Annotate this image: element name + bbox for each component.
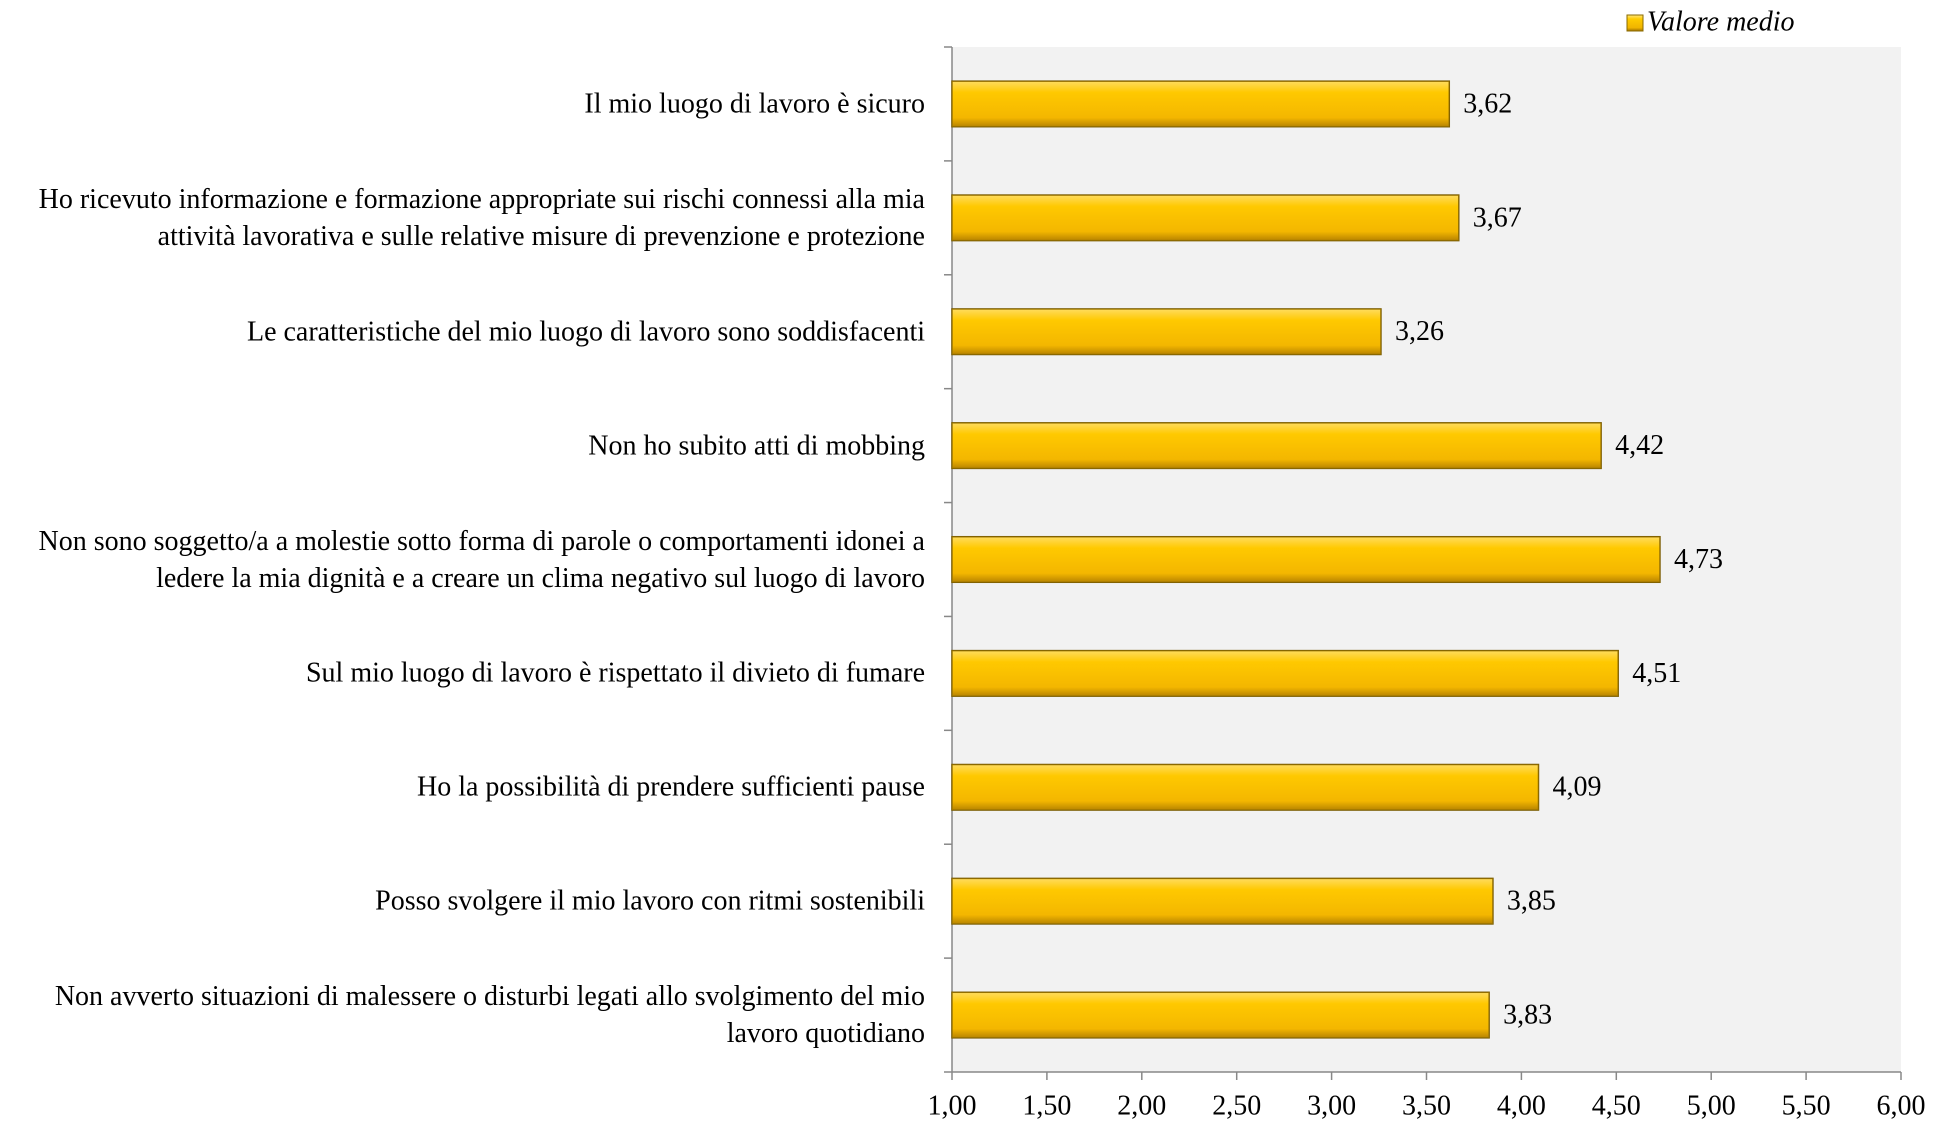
data-label: 4,09 xyxy=(1552,772,1601,803)
x-tick-label: 1,50 xyxy=(1022,1090,1071,1121)
x-tick-label: 5,00 xyxy=(1687,1090,1736,1121)
x-tick-label: 4,00 xyxy=(1497,1090,1546,1121)
legend-label: Valore medio xyxy=(1647,6,1795,37)
data-label: 4,51 xyxy=(1632,658,1681,689)
y-tick-label: Ho ricevuto informazione e formazione ap… xyxy=(38,183,925,252)
x-tick-label: 3,50 xyxy=(1402,1090,1451,1121)
data-label: 3,85 xyxy=(1507,886,1556,917)
data-label: 4,73 xyxy=(1674,544,1723,575)
bar-color xyxy=(952,422,1602,469)
bar xyxy=(951,194,1460,242)
bar-color xyxy=(952,195,1459,241)
bar xyxy=(951,80,1451,128)
data-label: 3,62 xyxy=(1463,88,1512,119)
y-tick-label: Le caratteristiche del mio luogo di lavo… xyxy=(246,316,925,348)
data-label: 3,26 xyxy=(1395,316,1444,347)
data-label: 3,83 xyxy=(1503,999,1552,1030)
bar xyxy=(951,649,1619,697)
x-tick-label: 3,00 xyxy=(1307,1090,1356,1121)
x-tick-label: 1,00 xyxy=(928,1090,977,1121)
data-label: 3,67 xyxy=(1473,202,1522,233)
bar-color xyxy=(952,308,1381,355)
x-tick-label: 5,50 xyxy=(1782,1090,1831,1121)
y-tick-label: Ho la possibilità di prendere sufficient… xyxy=(416,771,925,803)
bar-color xyxy=(952,650,1619,697)
y-tick-label: Non avverto situazioni di malessere o di… xyxy=(54,981,925,1050)
y-tick-label: Il mio luogo di lavoro è sicuro xyxy=(584,88,925,120)
bar-color xyxy=(952,81,1450,127)
bar-color xyxy=(952,992,1490,1038)
bar xyxy=(951,308,1382,356)
data-label: 4,42 xyxy=(1615,430,1664,461)
bar xyxy=(951,422,1602,470)
y-tick-label: Non sono soggetto/a a molestie sotto for… xyxy=(38,525,925,594)
bar-color xyxy=(952,536,1660,583)
x-tick-label: 6,00 xyxy=(1877,1090,1926,1121)
x-tick-label: 2,00 xyxy=(1117,1090,1166,1121)
bar-color xyxy=(952,878,1493,924)
x-tick-label: 2,50 xyxy=(1212,1090,1261,1121)
y-tick-label: Posso svolgere il mio lavoro con ritmi s… xyxy=(375,885,925,917)
bar-color xyxy=(952,764,1539,811)
bar xyxy=(951,877,1494,925)
bar xyxy=(951,535,1661,584)
x-tick-label: 4,50 xyxy=(1592,1090,1641,1121)
y-tick-label: Sul mio luogo di lavoro è rispettato il … xyxy=(305,657,925,689)
legend-swatch xyxy=(1626,14,1644,32)
bar xyxy=(951,763,1540,811)
y-tick-label: Non ho subito atti di mobbing xyxy=(588,430,925,462)
bar xyxy=(951,991,1490,1039)
